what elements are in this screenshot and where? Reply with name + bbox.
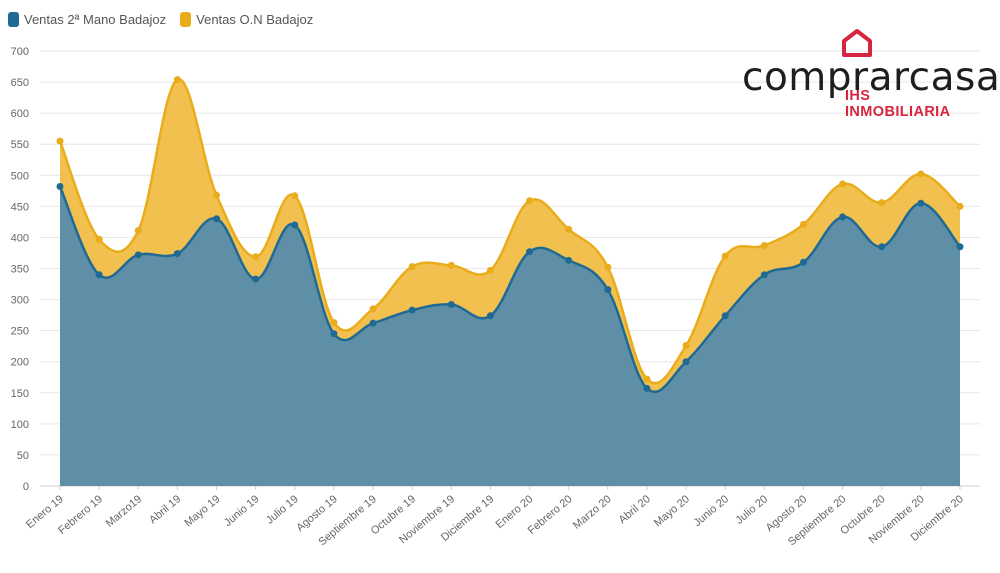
data-point-series2 bbox=[252, 253, 260, 261]
series-area-1 bbox=[60, 186, 960, 486]
data-point-series1 bbox=[95, 271, 103, 279]
legend: Ventas 2ª Mano Badajoz Ventas O.N Badajo… bbox=[8, 12, 313, 27]
data-point-series2 bbox=[56, 137, 64, 145]
data-point-series2 bbox=[643, 375, 651, 383]
data-point-series2 bbox=[565, 225, 573, 233]
data-point-series2 bbox=[173, 76, 181, 84]
data-point-series1 bbox=[369, 319, 377, 327]
data-point-series1 bbox=[486, 312, 494, 320]
data-point-series1 bbox=[917, 199, 925, 207]
data-point-series1 bbox=[134, 251, 142, 259]
legend-swatch-series1 bbox=[8, 12, 19, 27]
y-tick-label: 500 bbox=[11, 170, 29, 182]
data-point-series1 bbox=[252, 275, 260, 283]
legend-label-series1: Ventas 2ª Mano Badajoz bbox=[24, 12, 167, 27]
legend-label-series2: Ventas O.N Badajoz bbox=[196, 12, 314, 27]
x-tick-label: Mayo 20 bbox=[652, 493, 692, 529]
logo-wordmark: comprarcasa. bbox=[742, 58, 1000, 97]
house-icon bbox=[842, 29, 872, 57]
x-tick-label: Abril 19 bbox=[147, 493, 183, 526]
data-point-series2 bbox=[213, 191, 221, 199]
x-tick-label: Marzo19 bbox=[104, 493, 144, 530]
y-tick-label: 600 bbox=[11, 108, 29, 120]
data-point-series2 bbox=[134, 227, 142, 235]
y-tick-label: 450 bbox=[11, 201, 29, 213]
data-point-series2 bbox=[682, 342, 690, 350]
data-point-series1 bbox=[173, 250, 181, 258]
y-tick-label: 0 bbox=[23, 481, 29, 493]
data-point-series2 bbox=[956, 202, 964, 210]
y-tick-label: 50 bbox=[17, 450, 29, 462]
data-point-series1 bbox=[56, 182, 64, 190]
x-tick-label: Junio 19 bbox=[222, 493, 262, 529]
y-tick-label: 550 bbox=[11, 139, 29, 151]
legend-item-series1[interactable]: Ventas 2ª Mano Badajoz bbox=[8, 12, 166, 27]
y-tick-label: 400 bbox=[11, 232, 29, 244]
legend-item-series2[interactable]: Ventas O.N Badajoz bbox=[180, 12, 313, 27]
data-point-series1 bbox=[330, 330, 338, 338]
data-point-series1 bbox=[643, 384, 651, 392]
data-point-series1 bbox=[565, 256, 573, 264]
data-point-series1 bbox=[839, 213, 847, 221]
logo-word-main: comprarcasa bbox=[742, 55, 1000, 100]
data-point-series1 bbox=[682, 358, 690, 366]
y-tick-label: 350 bbox=[11, 264, 29, 276]
x-tick-label: Junio 20 bbox=[692, 493, 732, 529]
data-point-series1 bbox=[956, 243, 964, 251]
data-point-series1 bbox=[291, 221, 299, 229]
data-point-series2 bbox=[604, 263, 612, 271]
data-point-series1 bbox=[878, 243, 886, 251]
y-tick-label: 250 bbox=[11, 326, 29, 338]
y-tick-label: 100 bbox=[11, 419, 29, 431]
data-point-series2 bbox=[95, 235, 103, 243]
data-point-series1 bbox=[760, 271, 768, 279]
data-point-series1 bbox=[799, 258, 807, 266]
data-point-series1 bbox=[526, 248, 534, 256]
x-tick-label: Julio 19 bbox=[264, 493, 301, 527]
data-point-series2 bbox=[839, 180, 847, 188]
logo-subtitle: IHS INMOBILIARIA bbox=[845, 88, 951, 120]
y-tick-label: 700 bbox=[11, 46, 29, 58]
data-point-series2 bbox=[330, 319, 338, 327]
data-point-series2 bbox=[369, 305, 377, 313]
y-tick-label: 300 bbox=[11, 295, 29, 307]
data-point-series2 bbox=[799, 220, 807, 228]
data-point-series2 bbox=[526, 197, 534, 205]
data-point-series2 bbox=[447, 261, 455, 269]
data-point-series2 bbox=[878, 199, 886, 207]
data-point-series2 bbox=[721, 252, 729, 260]
data-point-series2 bbox=[291, 192, 299, 200]
y-tick-label: 650 bbox=[11, 77, 29, 89]
data-point-series1 bbox=[721, 312, 729, 320]
data-point-series2 bbox=[917, 170, 925, 178]
data-point-series2 bbox=[760, 242, 768, 250]
y-tick-label: 150 bbox=[11, 388, 29, 400]
x-tick-label: Julio 20 bbox=[734, 493, 771, 527]
y-tick-label: 200 bbox=[11, 357, 29, 369]
data-point-series1 bbox=[604, 286, 612, 294]
legend-swatch-series2 bbox=[180, 12, 192, 27]
x-tick-label: Abril 20 bbox=[617, 493, 653, 526]
data-point-series1 bbox=[213, 215, 221, 223]
data-point-series2 bbox=[486, 266, 494, 274]
data-point-series1 bbox=[447, 301, 455, 309]
data-point-series2 bbox=[408, 263, 416, 271]
data-point-series1 bbox=[408, 306, 416, 314]
brand-logo: comprarcasa. IHS INMOBILIARIA bbox=[740, 28, 1000, 120]
x-tick-label: Marzo 20 bbox=[571, 493, 614, 532]
x-tick-label: Mayo 19 bbox=[182, 493, 222, 529]
